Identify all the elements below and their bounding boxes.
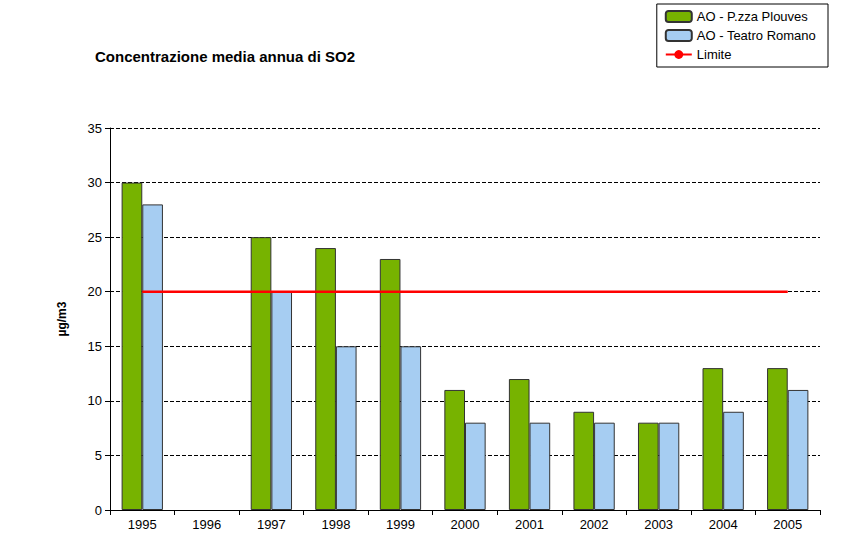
svg-text:1996: 1996: [192, 517, 221, 532]
svg-text:35: 35: [88, 121, 102, 136]
svg-text:30: 30: [88, 175, 102, 190]
svg-text:2002: 2002: [580, 517, 609, 532]
svg-text:µg/m3: µg/m3: [55, 301, 69, 336]
svg-text:15: 15: [88, 339, 102, 354]
svg-text:2005: 2005: [773, 517, 802, 532]
svg-text:1995: 1995: [128, 517, 157, 532]
svg-text:1999: 1999: [386, 517, 415, 532]
svg-text:25: 25: [88, 230, 102, 245]
svg-text:1998: 1998: [321, 517, 350, 532]
svg-text:AO - P.zza Plouves: AO - P.zza Plouves: [697, 9, 809, 24]
svg-text:5: 5: [95, 448, 102, 463]
svg-text:Limite: Limite: [697, 47, 732, 62]
svg-text:0: 0: [95, 503, 102, 518]
svg-text:2000: 2000: [451, 517, 480, 532]
svg-text:1997: 1997: [257, 517, 286, 532]
svg-text:10: 10: [88, 393, 102, 408]
svg-text:2004: 2004: [709, 517, 738, 532]
svg-text:AO - Teatro Romano: AO - Teatro Romano: [697, 28, 816, 43]
svg-text:2003: 2003: [644, 517, 673, 532]
svg-text:Concentrazione media annua di: Concentrazione media annua di SO2: [95, 48, 355, 65]
svg-text:20: 20: [88, 284, 102, 299]
svg-text:2001: 2001: [515, 517, 544, 532]
